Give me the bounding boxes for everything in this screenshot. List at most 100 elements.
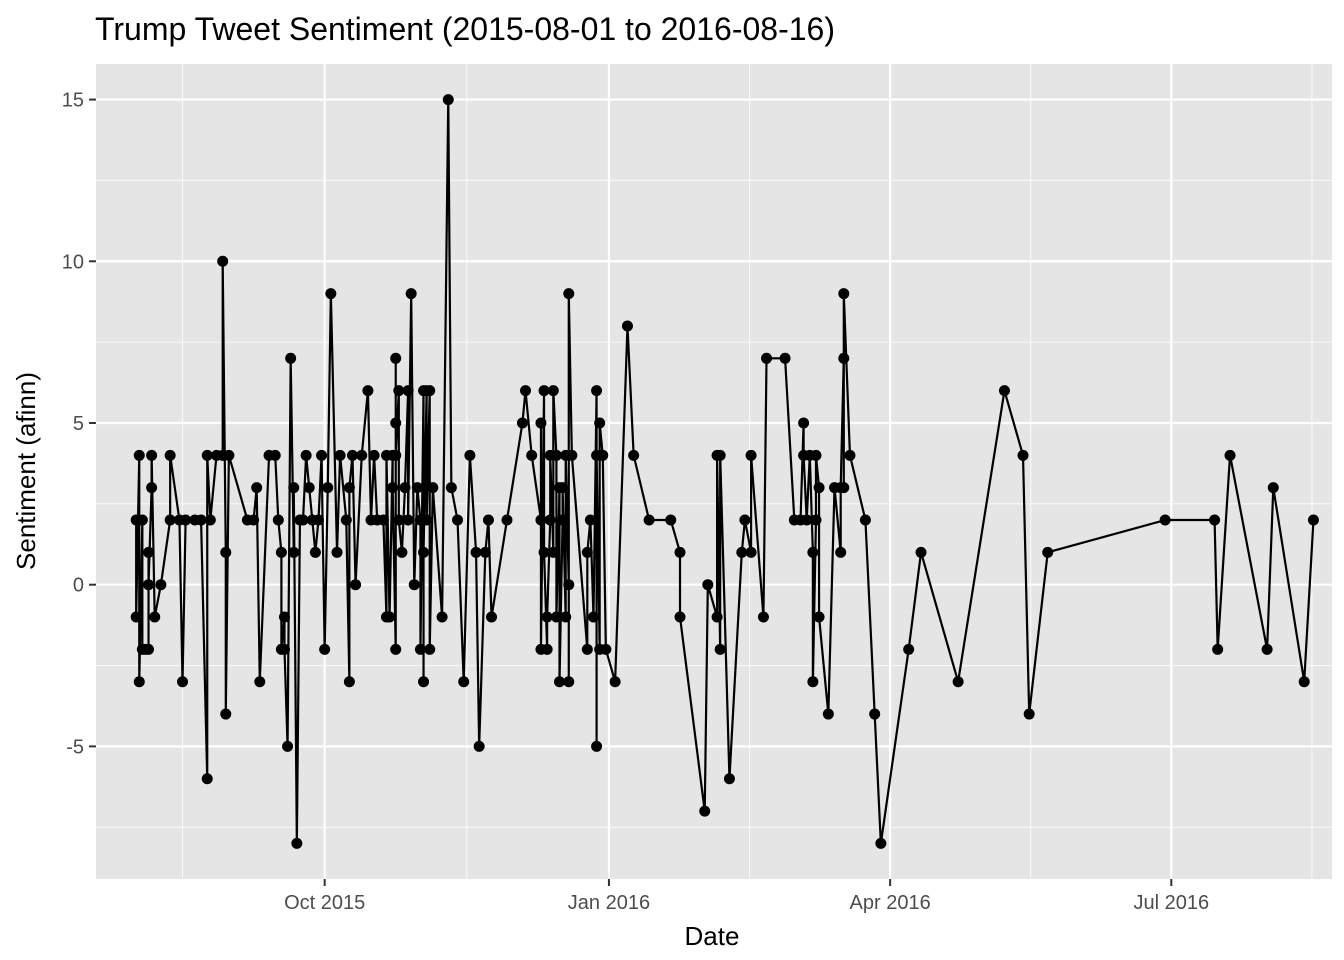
data-point [628,449,640,461]
data-point [390,449,402,461]
data-point [550,611,562,623]
data-point [312,514,324,526]
minor-gridlines [96,64,1332,879]
data-point [736,546,748,558]
data-point [402,385,414,397]
data-point [1212,643,1224,655]
data-point [1023,708,1035,720]
data-point [399,482,411,494]
x-tick-label: Jan 2016 [568,892,650,914]
data-point [566,449,578,461]
data-point [390,417,402,429]
y-tick-label: 10 [62,251,84,273]
data-point [541,643,553,655]
data-point [390,643,402,655]
data-point [346,449,358,461]
data-point [563,676,575,688]
y-axis-title: Sentiment (afinn) [11,372,41,570]
data-point [591,385,603,397]
data-point [133,676,145,688]
data-point [550,449,562,461]
data-point [402,514,414,526]
data-point [535,514,547,526]
data-point [621,320,633,332]
data-point [143,643,155,655]
data-point [739,514,751,526]
data-point [390,352,402,364]
data-point [285,352,297,364]
data-point [674,611,686,623]
data-point [1267,482,1279,494]
data-point [452,514,464,526]
data-point [316,449,328,461]
data-point [801,514,813,526]
data-point [272,514,284,526]
data-point [1261,643,1273,655]
data-point [393,514,405,526]
sentiment-series [130,94,1319,849]
data-point [442,94,454,106]
data-point [1042,546,1054,558]
data-point [220,708,232,720]
data-point [538,546,550,558]
data-point [278,611,290,623]
data-point [560,611,572,623]
data-point [745,449,757,461]
data-point [915,546,927,558]
data-point [547,385,559,397]
data-point [201,773,213,785]
data-point [745,546,757,558]
data-point [838,288,850,300]
data-point [362,385,374,397]
data-point [387,482,399,494]
data-point [547,546,559,558]
data-point [343,676,355,688]
data-point [254,676,266,688]
data-point [146,482,158,494]
data-point [859,514,871,526]
data-point [557,482,569,494]
y-tick-label: 0 [73,575,84,597]
data-point [587,611,599,623]
data-point [325,288,337,300]
data-point [903,643,915,655]
data-point [418,546,430,558]
data-point [204,514,216,526]
data-point [952,676,964,688]
data-point [470,546,482,558]
data-point [581,643,593,655]
data-point [458,676,470,688]
data-point [445,482,457,494]
data-point [322,482,334,494]
data-point [195,514,207,526]
data-point [822,708,834,720]
data-point [248,514,260,526]
data-point [594,417,606,429]
data-point [544,514,556,526]
data-point [350,579,362,591]
data-point [408,579,420,591]
data-point [807,546,819,558]
data-point [609,676,621,688]
data-point [674,546,686,558]
data-point [421,514,433,526]
data-point [143,579,155,591]
data-point [288,546,300,558]
data-point [146,449,158,461]
data-point [309,546,321,558]
data-point [164,449,176,461]
data-point [563,288,575,300]
data-point [164,514,176,526]
data-point [424,643,436,655]
data-point [143,546,155,558]
data-point [405,288,417,300]
chart-title: Trump Tweet Sentiment (2015-08-01 to 201… [95,11,835,47]
data-point [1159,514,1171,526]
data-point [844,449,856,461]
data-point [1307,514,1319,526]
data-point [516,417,528,429]
y-tick-label: 15 [62,90,84,112]
data-point [288,482,300,494]
data-point [464,449,476,461]
